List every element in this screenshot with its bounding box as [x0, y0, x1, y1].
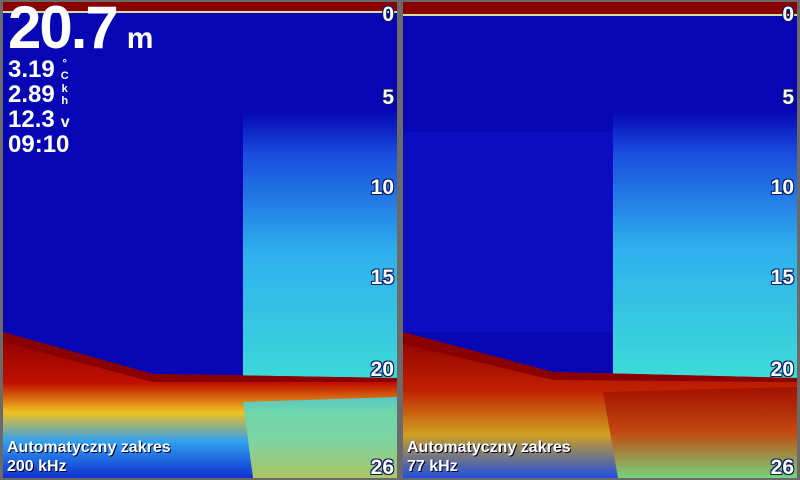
- frequency-label: 200 kHz: [7, 458, 67, 475]
- depth-scale-26: 26: [370, 456, 394, 478]
- range-mode-label: Automatyczny zakres: [7, 439, 171, 456]
- depth-scale-0: 0: [382, 3, 394, 26]
- voltage-value: 12.3: [8, 106, 55, 133]
- depth-unit: m: [126, 22, 154, 55]
- speed-unit: kh: [61, 83, 69, 107]
- depth-scale-20: 20: [370, 358, 394, 381]
- depth-scale-20: 20: [770, 358, 794, 381]
- sonar-echogram: [3, 2, 397, 478]
- temperature-value: 3.19: [8, 56, 55, 83]
- depth-scale-26: 26: [770, 456, 794, 478]
- time-readout: 09:10: [8, 131, 70, 158]
- speed-readout: 2.89 kh: [8, 81, 69, 108]
- depth-scale-10: 10: [370, 176, 394, 199]
- temperature-unit: °C: [60, 58, 69, 82]
- depth-value: 20.7: [8, 2, 119, 61]
- voltage-readout: 12.3 v: [8, 108, 70, 132]
- range-mode-label: Automatyczny zakres: [407, 439, 571, 456]
- depth-readout: 20.7 m: [8, 2, 154, 58]
- temperature-readout: 3.19 °C: [8, 56, 69, 83]
- depth-scale-5: 5: [382, 86, 394, 109]
- sonar-echogram: [403, 2, 797, 478]
- depth-scale-5: 5: [782, 86, 794, 109]
- sonar-panel-200khz[interactable]: 0 5 10 15 20 26 Automatyczny zakres 200 …: [3, 2, 397, 478]
- frequency-label: 77 kHz: [407, 458, 458, 475]
- depth-scale-0: 0: [782, 3, 794, 26]
- voltage-unit: v: [60, 114, 70, 131]
- depth-scale-15: 15: [770, 266, 794, 289]
- speed-value: 2.89: [8, 81, 55, 108]
- depth-scale-10: 10: [770, 176, 794, 199]
- sonar-panel-77khz[interactable]: 0 5 10 15 20 26 Automatyczny zakres 77 k…: [403, 2, 797, 478]
- depth-scale-15: 15: [370, 266, 394, 289]
